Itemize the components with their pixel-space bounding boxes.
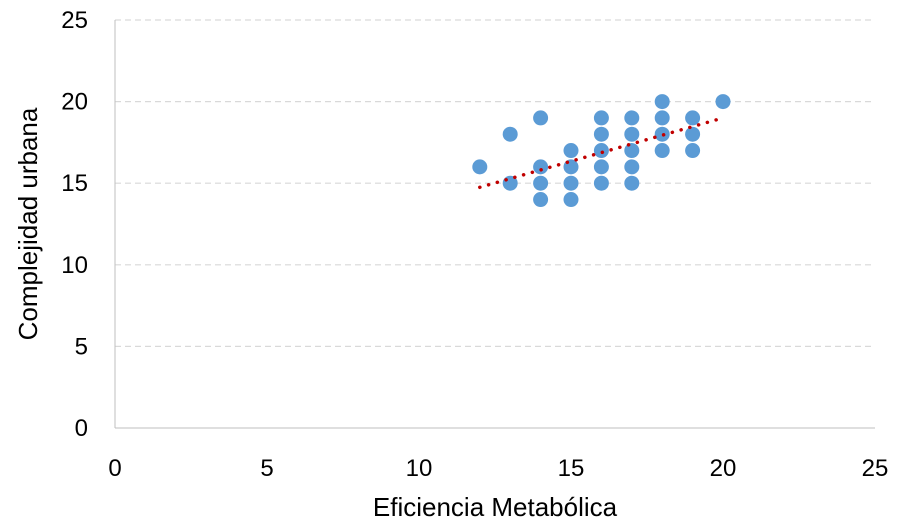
data-point bbox=[685, 143, 701, 159]
data-point bbox=[593, 159, 609, 175]
y-tick-label: 0 bbox=[75, 415, 88, 442]
data-point bbox=[654, 143, 670, 159]
data-point bbox=[533, 110, 549, 126]
data-point bbox=[593, 175, 609, 191]
data-point bbox=[624, 143, 640, 159]
data-point bbox=[624, 175, 640, 191]
data-point bbox=[715, 94, 731, 110]
data-point bbox=[472, 159, 488, 175]
y-tick-label: 25 bbox=[61, 7, 88, 34]
y-tick-labels: 0 5 10 15 20 25 bbox=[61, 7, 88, 442]
data-point bbox=[624, 159, 640, 175]
x-axis-title: Eficiencia Metabólica bbox=[373, 492, 618, 522]
x-tick-labels: 0 5 10 15 20 25 bbox=[108, 455, 888, 482]
x-tick-label: 25 bbox=[862, 455, 889, 482]
y-tick-label: 10 bbox=[61, 252, 88, 279]
y-tick-label: 20 bbox=[61, 89, 88, 116]
data-point bbox=[624, 110, 640, 126]
x-tick-label: 10 bbox=[406, 455, 433, 482]
data-point bbox=[563, 175, 579, 191]
data-point bbox=[563, 192, 579, 208]
data-point bbox=[502, 126, 518, 142]
x-tick-label: 0 bbox=[108, 455, 121, 482]
trendline bbox=[478, 116, 725, 190]
data-point bbox=[654, 110, 670, 126]
data-point bbox=[563, 143, 579, 159]
data-point bbox=[685, 126, 701, 142]
gridlines bbox=[115, 19, 875, 347]
data-point bbox=[533, 159, 549, 175]
x-tick-label: 20 bbox=[710, 455, 737, 482]
x-tick-label: 15 bbox=[558, 455, 585, 482]
data-point bbox=[685, 110, 701, 126]
data-point bbox=[533, 175, 549, 191]
x-tick-label: 5 bbox=[260, 455, 273, 482]
y-axis-title: Complejidad urbana bbox=[13, 107, 43, 340]
y-tick-label: 15 bbox=[61, 170, 88, 197]
data-point bbox=[624, 126, 640, 142]
data-point bbox=[593, 126, 609, 142]
trendline-line bbox=[478, 116, 725, 190]
data-point bbox=[593, 110, 609, 126]
data-point bbox=[533, 192, 549, 208]
y-tick-label: 5 bbox=[75, 333, 88, 360]
data-point bbox=[654, 94, 670, 110]
data-point bbox=[593, 143, 609, 159]
data-points bbox=[472, 94, 731, 208]
